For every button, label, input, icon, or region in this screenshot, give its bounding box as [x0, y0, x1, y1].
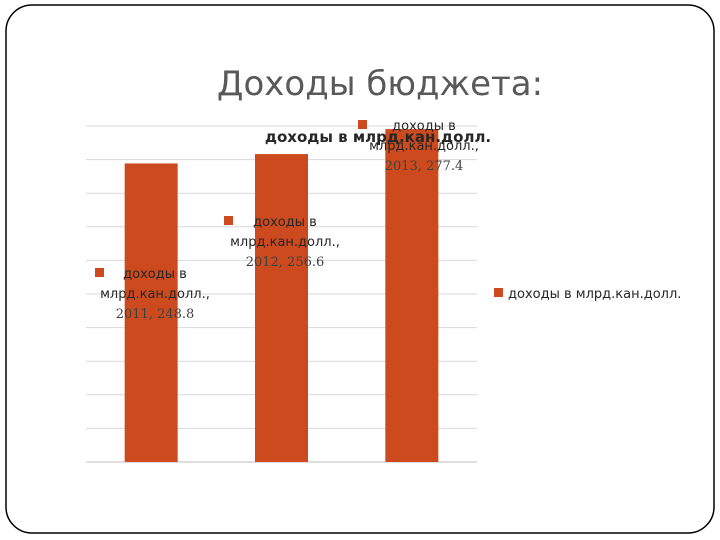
data-labels: доходы в млрд.кан.долл., 2011, 248.8 доходы…: [95, 119, 479, 322]
data-label-2012-line1: млрд.кан.долл.,: [230, 235, 340, 250]
bar-2011: [124, 163, 178, 462]
legend-swatch: [494, 288, 503, 297]
data-label-swatch: [224, 216, 233, 225]
data-label-2011-line1: млрд.кан.долл.,: [100, 287, 210, 302]
data-label-2011-line0: доходы в: [123, 267, 187, 282]
data-label-swatch: [95, 268, 104, 277]
legend: доходы в млрд.кан.долл.: [494, 287, 681, 302]
data-label-2013-line0: доходы в: [392, 119, 456, 134]
data-label-swatch: [358, 120, 367, 129]
data-label-2013-line2: 2013, 277.4: [385, 159, 464, 174]
data-label-2011-line2: 2011, 248.8: [116, 307, 195, 322]
slide-title: Доходы бюджета:: [217, 64, 543, 104]
bars: [124, 129, 439, 462]
data-label-2012-line2: 2012, 256.6: [246, 255, 325, 270]
data-label-2013-line1: млрд.кан.долл.,: [369, 139, 479, 154]
slide-frame: [5, 4, 715, 534]
data-label-2012-line0: доходы в: [253, 215, 317, 230]
bar-2013: [385, 129, 439, 462]
bar-2012: [255, 154, 308, 462]
legend-label: доходы в млрд.кан.долл.: [508, 287, 681, 302]
chart-title: доходы в млрд.кан.долл.: [265, 128, 491, 146]
